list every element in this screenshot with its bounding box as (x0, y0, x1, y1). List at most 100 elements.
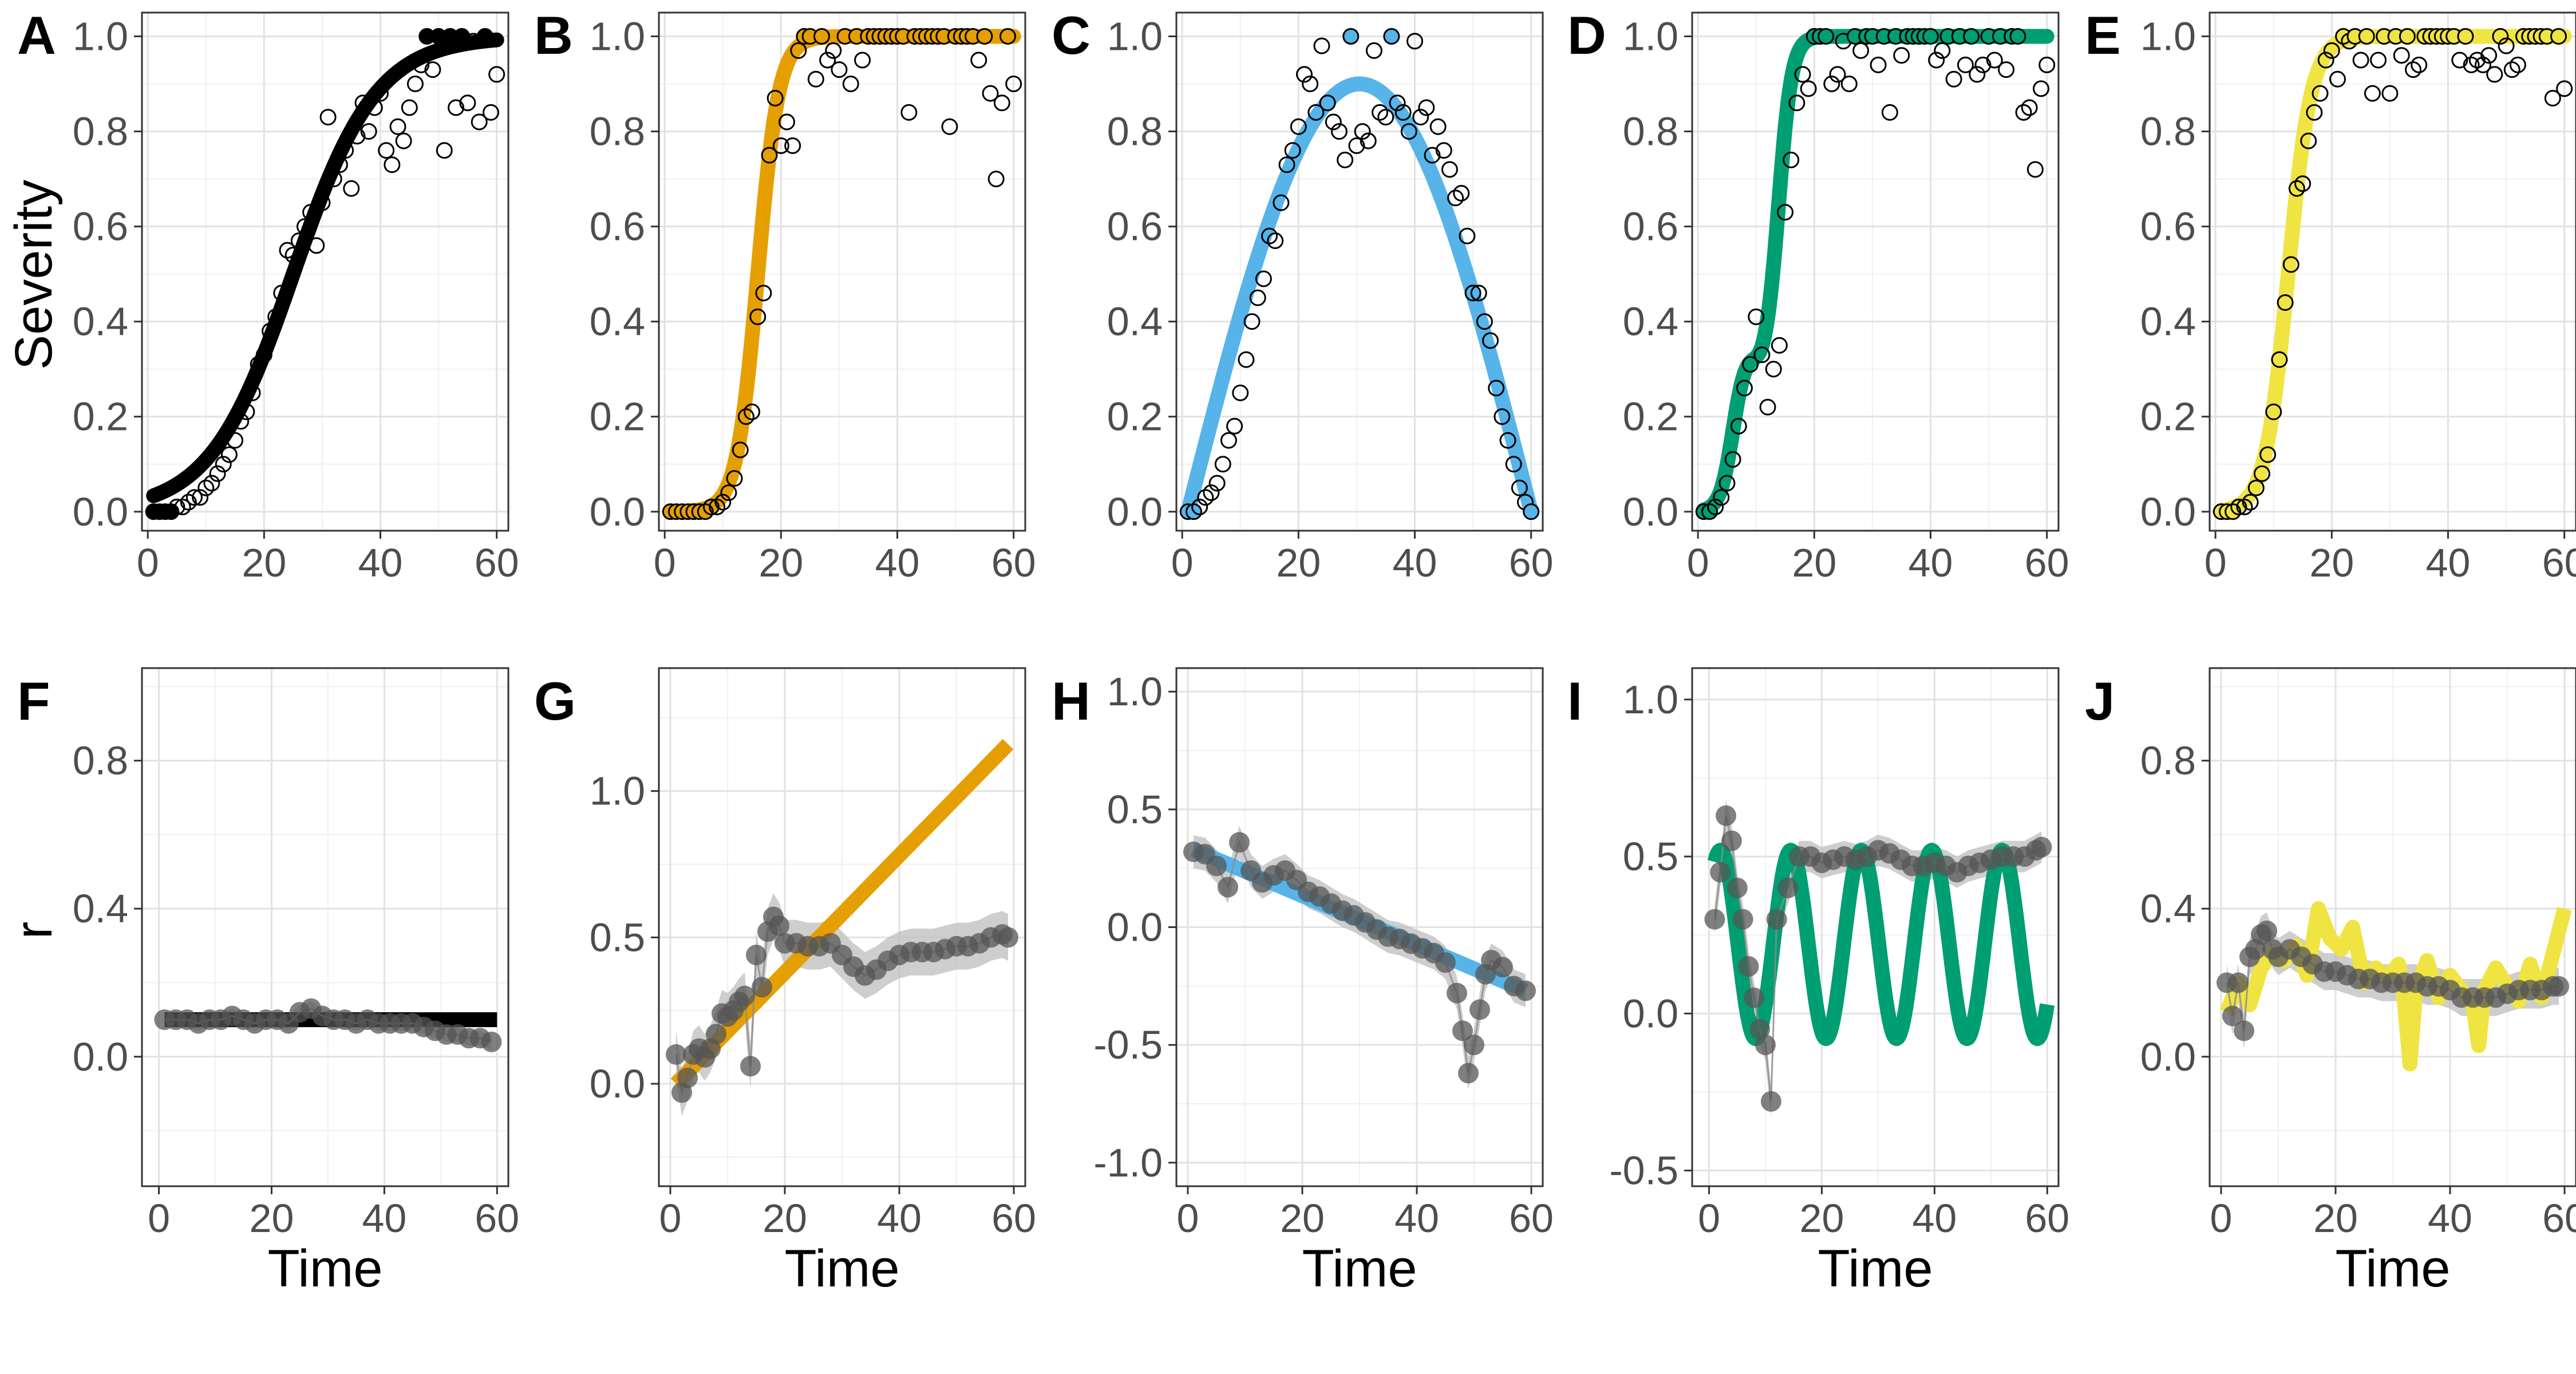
panel-data (2212, 28, 2573, 520)
data-point (215, 456, 232, 473)
x-tick-label: 60 (2025, 540, 2069, 585)
panel-data (1179, 28, 1540, 520)
x-tick-label: 60 (475, 1196, 519, 1241)
y-tick-label: 0.5 (1623, 834, 1678, 879)
x-tick-label: 0 (1171, 540, 1194, 585)
data-point (720, 484, 737, 502)
data-point (1476, 313, 1493, 330)
estimate-point (1760, 1091, 1781, 1112)
panel-j: 0 20 40 60 0.0 0.4 0.8 J Time (2085, 667, 2576, 1298)
panel-letter: E (2085, 5, 2121, 65)
data-point (999, 28, 1017, 45)
x-tick-label: 20 (762, 1196, 807, 1241)
panel-letter: F (17, 671, 50, 731)
model-curve (146, 32, 504, 503)
data-point (1753, 346, 1771, 364)
data-point (726, 470, 743, 487)
x-tick-label: 40 (1909, 540, 1953, 585)
data-point (2230, 498, 2247, 515)
data-point (1523, 503, 1540, 520)
y-tick-label: -0.5 (1093, 1022, 1163, 1067)
y-tick-label: 0.0 (590, 1061, 645, 1106)
data-point (1974, 56, 1992, 73)
data-point (1418, 99, 1435, 116)
data-point (2498, 37, 2515, 54)
data-point (2405, 61, 2422, 78)
data-point (476, 28, 493, 45)
y-tick-label: 0.0 (1107, 905, 1163, 950)
model-curve (1696, 29, 2055, 518)
x-tick-label: 40 (877, 1196, 922, 1241)
data-point (1424, 147, 1441, 164)
data-point (1197, 489, 1214, 506)
estimate-point (1458, 1063, 1479, 1084)
data-point (1771, 337, 1788, 354)
data-point (2468, 52, 2486, 69)
estimate-point (1447, 982, 1467, 1004)
data-point (2556, 80, 2573, 97)
estimate-point (2228, 972, 2249, 993)
estimate-point (2234, 1020, 2254, 1041)
data-point (1881, 104, 1898, 121)
data-point (2242, 493, 2259, 511)
panel-letter: A (17, 5, 56, 65)
data-point (2480, 47, 2498, 64)
panel-c: 0 20 40 60 0.0 0.2 0.4 0.6 0.8 1.0 C (1052, 5, 1554, 585)
y-tick-label: 0.8 (1107, 109, 1163, 154)
y-tick-label: 1.0 (2140, 14, 2196, 59)
data-point (1342, 28, 1360, 45)
data-point (1482, 332, 1499, 349)
data-point (308, 237, 325, 254)
x-tick-label: 0 (659, 1196, 682, 1241)
data-point (1730, 417, 1747, 435)
data-point (1922, 28, 1939, 45)
y-tick-label: 1.0 (590, 769, 645, 814)
data-point (1295, 66, 1313, 83)
y-tick-label: 0.0 (73, 489, 128, 534)
data-point (1823, 76, 1840, 93)
data-point (1945, 70, 1962, 88)
y-tick-label: 1.0 (73, 14, 128, 59)
data-point (2393, 47, 2410, 64)
data-point (261, 322, 278, 339)
data-point (1788, 94, 1805, 112)
y-tick-label: 0.4 (2140, 886, 2196, 931)
y-tick-label: 0.0 (1107, 489, 1163, 534)
estimate-point (1469, 999, 1490, 1020)
data-point (1284, 142, 1301, 159)
y-tick-label: 0.5 (1107, 787, 1163, 832)
data-point (2294, 175, 2312, 192)
panel-data (662, 28, 1022, 520)
panels: 0 20 40 600.00.20.40.60.81.0A0 20 40 600.00.20… (17, 5, 2576, 1298)
data-point (1372, 104, 1389, 121)
data-point (1453, 185, 1470, 202)
y-tick-label: 0.8 (73, 109, 128, 154)
x-tick-label: 20 (242, 540, 286, 585)
data-point (2236, 498, 2253, 515)
y-tick-label: 0.2 (73, 394, 128, 439)
data-point (2282, 256, 2300, 273)
data-point (2457, 28, 2474, 45)
estimate-point (677, 1067, 698, 1088)
y-tick-label: -1.0 (1093, 1140, 1163, 1185)
x-tick-label: 60 (2025, 1196, 2069, 1241)
data-point (1963, 28, 1980, 45)
panel-data (145, 28, 505, 520)
data-point (436, 142, 453, 159)
estimate-point (1716, 805, 1737, 826)
data-point (1249, 289, 1266, 306)
data-point (349, 128, 366, 145)
panel-data (2217, 901, 2572, 1072)
estimate-point (1492, 957, 1513, 978)
data-point (1319, 94, 1336, 112)
data-point (784, 137, 801, 154)
y-tick-label: 1.0 (1623, 677, 1678, 722)
data-point (302, 204, 319, 221)
data-point (448, 99, 465, 116)
x-tick-label: 0 (1177, 1196, 1199, 1241)
data-point (227, 432, 244, 449)
y-tick-label: 0.5 (590, 915, 645, 960)
y-tick-label: 0.8 (1623, 109, 1678, 154)
data-point (1406, 33, 1424, 50)
x-tick-label: 20 (250, 1196, 294, 1241)
